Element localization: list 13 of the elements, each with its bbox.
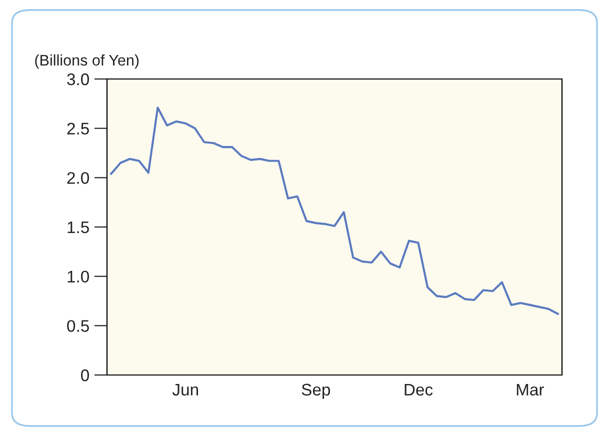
y-tick-label: 0.5 [67, 320, 89, 332]
x-tick-label: Dec [404, 384, 433, 396]
y-tick-label: 0 [81, 369, 89, 382]
line-series [110, 106, 559, 315]
x-tick-label: Mar [516, 384, 544, 396]
y-tick-label: 2.0 [67, 172, 89, 184]
x-tick-label: Sep [302, 384, 330, 399]
y-axis-title: (Billions of Yen) [35, 54, 139, 69]
y-tick-label: 3.0 [67, 73, 89, 86]
y-tick-label: 1.0 [68, 270, 89, 283]
y-tick-label: 2.5 [67, 122, 89, 135]
y-tick-label: 1.5 [68, 222, 89, 234]
x-tick-label: Jun [172, 384, 198, 396]
